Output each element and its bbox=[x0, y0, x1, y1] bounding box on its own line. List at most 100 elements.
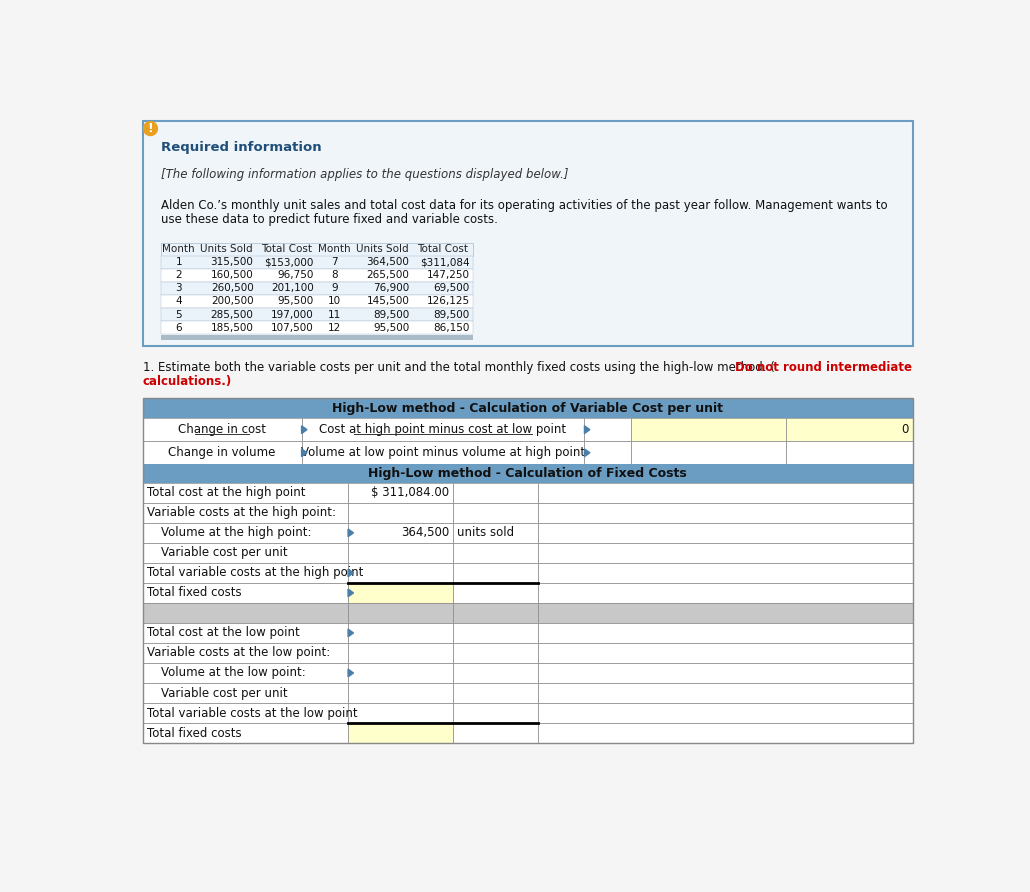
Text: 76,900: 76,900 bbox=[373, 284, 409, 293]
Bar bbox=[162, 308, 473, 321]
Text: $ 311,084.00: $ 311,084.00 bbox=[372, 486, 450, 500]
Text: Variable cost per unit: Variable cost per unit bbox=[161, 687, 287, 699]
Bar bbox=[143, 398, 913, 418]
Bar bbox=[453, 543, 538, 563]
Bar bbox=[538, 563, 913, 582]
Text: 3: 3 bbox=[175, 284, 182, 293]
Text: 89,500: 89,500 bbox=[373, 310, 409, 319]
Bar bbox=[538, 663, 913, 683]
Bar bbox=[143, 663, 348, 683]
Text: Alden Co.’s monthly unit sales and total cost data for its operating activities : Alden Co.’s monthly unit sales and total… bbox=[162, 199, 888, 212]
Text: 86,150: 86,150 bbox=[434, 323, 470, 333]
Bar bbox=[143, 418, 302, 442]
Text: 197,000: 197,000 bbox=[271, 310, 314, 319]
Text: 145,500: 145,500 bbox=[367, 296, 409, 307]
Text: 69,500: 69,500 bbox=[434, 284, 470, 293]
Text: Units Sold: Units Sold bbox=[200, 244, 252, 254]
Bar bbox=[453, 663, 538, 683]
Text: Total variable costs at the low point: Total variable costs at the low point bbox=[146, 706, 357, 720]
Text: use these data to predict future fixed and variable costs.: use these data to predict future fixed a… bbox=[162, 213, 499, 226]
Bar bbox=[348, 582, 453, 603]
Bar bbox=[348, 563, 453, 582]
Text: 9: 9 bbox=[332, 284, 338, 293]
Bar bbox=[348, 483, 453, 503]
Polygon shape bbox=[348, 529, 353, 537]
Text: 364,500: 364,500 bbox=[402, 526, 450, 540]
Bar bbox=[143, 483, 348, 503]
Text: 260,500: 260,500 bbox=[211, 284, 253, 293]
Text: Volume at low point minus volume at high point: Volume at low point minus volume at high… bbox=[301, 446, 585, 459]
Bar bbox=[143, 683, 348, 703]
Bar bbox=[143, 623, 348, 643]
Text: Change in volume: Change in volume bbox=[169, 446, 276, 459]
Bar bbox=[162, 256, 473, 268]
Text: 147,250: 147,250 bbox=[426, 270, 470, 280]
Text: 126,125: 126,125 bbox=[426, 296, 470, 307]
Bar bbox=[453, 603, 538, 623]
Polygon shape bbox=[348, 569, 353, 577]
Bar bbox=[538, 623, 913, 643]
Text: Volume at the high point:: Volume at the high point: bbox=[161, 526, 311, 540]
Bar bbox=[453, 582, 538, 603]
Text: 1: 1 bbox=[175, 257, 182, 268]
Polygon shape bbox=[348, 629, 353, 637]
Text: Volume at the low point:: Volume at the low point: bbox=[161, 666, 305, 680]
Text: 5: 5 bbox=[175, 310, 182, 319]
Text: 89,500: 89,500 bbox=[434, 310, 470, 319]
Text: Month: Month bbox=[163, 244, 195, 254]
Text: 0: 0 bbox=[901, 423, 908, 436]
Bar bbox=[162, 243, 473, 256]
Bar bbox=[538, 543, 913, 563]
Text: calculations.): calculations.) bbox=[143, 375, 232, 388]
Bar bbox=[786, 442, 913, 465]
Bar bbox=[453, 723, 538, 743]
Bar bbox=[162, 295, 473, 308]
Text: Variable costs at the high point:: Variable costs at the high point: bbox=[146, 507, 336, 519]
Text: Total Cost: Total Cost bbox=[262, 244, 312, 254]
Bar bbox=[348, 523, 453, 543]
Text: Units Sold: Units Sold bbox=[355, 244, 409, 254]
Text: Month: Month bbox=[318, 244, 351, 254]
Bar bbox=[538, 582, 913, 603]
Text: !: ! bbox=[147, 122, 153, 135]
Text: High-Low method - Calculation of Fixed Costs: High-Low method - Calculation of Fixed C… bbox=[369, 467, 687, 480]
Bar bbox=[453, 643, 538, 663]
Text: Total fixed costs: Total fixed costs bbox=[146, 727, 241, 739]
Bar bbox=[143, 582, 348, 603]
Text: 315,500: 315,500 bbox=[211, 257, 253, 268]
Bar bbox=[162, 268, 473, 282]
Text: [The following information applies to the questions displayed below.]: [The following information applies to th… bbox=[162, 169, 569, 181]
Bar bbox=[538, 703, 913, 723]
Bar bbox=[348, 683, 453, 703]
Bar bbox=[453, 563, 538, 582]
Bar bbox=[453, 503, 538, 523]
Bar bbox=[348, 643, 453, 663]
Bar bbox=[143, 398, 913, 743]
Bar bbox=[143, 121, 913, 346]
Text: 2: 2 bbox=[175, 270, 182, 280]
Bar bbox=[143, 503, 348, 523]
Bar bbox=[143, 703, 348, 723]
Bar bbox=[348, 503, 453, 523]
Bar bbox=[538, 603, 913, 623]
Text: Cost at high point minus cost at low point: Cost at high point minus cost at low poi… bbox=[319, 423, 566, 436]
Bar bbox=[143, 523, 348, 543]
Bar bbox=[453, 483, 538, 503]
Bar bbox=[631, 442, 786, 465]
Bar bbox=[584, 418, 631, 442]
Text: Change in cost: Change in cost bbox=[178, 423, 266, 436]
Text: 107,500: 107,500 bbox=[271, 323, 314, 333]
Text: 10: 10 bbox=[328, 296, 341, 307]
Bar bbox=[538, 723, 913, 743]
Polygon shape bbox=[348, 669, 353, 677]
Text: 364,500: 364,500 bbox=[367, 257, 409, 268]
Text: 8: 8 bbox=[332, 270, 338, 280]
Bar bbox=[143, 643, 348, 663]
Bar bbox=[453, 703, 538, 723]
Polygon shape bbox=[302, 449, 307, 457]
Text: 265,500: 265,500 bbox=[367, 270, 409, 280]
Text: units sold: units sold bbox=[456, 526, 514, 540]
Bar bbox=[143, 603, 348, 623]
Bar bbox=[348, 623, 453, 643]
Bar bbox=[538, 483, 913, 503]
